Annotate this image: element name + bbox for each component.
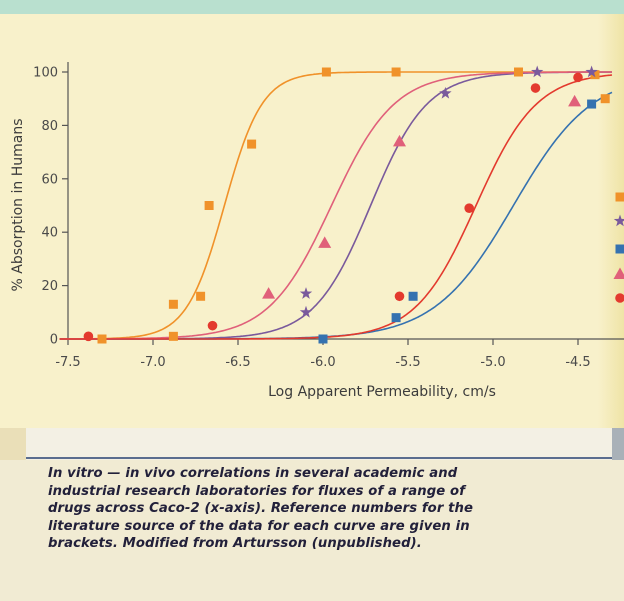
data-point: [168, 331, 178, 341]
data-point: [204, 201, 214, 210]
data-point: [600, 94, 610, 104]
data-point: [439, 86, 452, 99]
x-tick-label: -6.5: [225, 355, 250, 370]
y-tick-label: 0: [50, 333, 58, 348]
data-point: [262, 287, 276, 299]
data-point: [299, 287, 313, 299]
caption-line: In vitro — in vivo correlations in sever…: [48, 466, 458, 481]
data-point: [530, 83, 541, 93]
data-markers: [83, 65, 610, 344]
data-point: [590, 70, 600, 80]
separator-edge: [612, 428, 624, 460]
data-point: [97, 334, 107, 344]
data-point: [464, 203, 475, 213]
fit-curve: [59, 74, 613, 340]
x-tick-label: -5.5: [395, 355, 420, 370]
data-point: [587, 99, 597, 109]
x-tick-label: -5.0: [480, 355, 505, 370]
data-point: [391, 313, 401, 323]
data-point: [196, 291, 206, 301]
data-point: [585, 65, 598, 78]
data-point: [318, 236, 332, 248]
legend-marker: [615, 192, 624, 202]
data-point: [568, 94, 582, 107]
data-point: [321, 67, 331, 77]
data-point: [393, 134, 406, 147]
legend-marker: [615, 244, 624, 254]
chart-panel: [0, 14, 624, 428]
y-axis-title: % Absorption in Humans: [10, 119, 26, 292]
data-point: [514, 67, 523, 77]
data-point: [573, 72, 583, 83]
data-point: [391, 67, 401, 77]
x-tick-label: -7.5: [55, 355, 80, 370]
chart-axes: -7.5 -7.0 -6.5 -6.0 -5.5 -5.0 -4.5 0 20 40 60 80 100: [33, 62, 624, 370]
x-tick-label: -7.0: [140, 355, 165, 370]
data-point: [207, 320, 218, 331]
legend-marker: [615, 293, 624, 303]
y-tick-label: 80: [41, 119, 58, 134]
separator-line: [26, 457, 624, 459]
fit-curve: [59, 91, 613, 340]
fit-curves: [59, 71, 613, 340]
x-tick-label: -4.5: [565, 355, 590, 370]
caption-line: literature source of the data for each c…: [48, 518, 470, 534]
x-axis-title: Log Apparent Permeability, cm/s: [268, 384, 496, 400]
y-tick-label: 100: [33, 66, 58, 81]
legend-markers: [613, 192, 624, 303]
figure-caption: In vitro — in vivo correlations in sever…: [48, 465, 624, 553]
caption-line: brackets. Modified from Artursson (unpub…: [48, 536, 422, 551]
data-point: [83, 331, 94, 342]
absorption-chart: -7.5 -7.0 -6.5 -6.0 -5.5 -5.0 -4.5 0 20 40 60 80 100…: [10, 62, 624, 400]
caption-line: industrial research laboratories for flu…: [48, 483, 466, 499]
x-tick-label: -6.0: [310, 355, 335, 370]
data-point: [318, 334, 328, 344]
top-color-strip: [0, 0, 624, 14]
data-point: [408, 291, 418, 301]
data-point: [394, 291, 405, 302]
data-point: [299, 305, 313, 318]
separator-band: [0, 428, 624, 460]
data-point: [168, 299, 178, 309]
y-tick-label: 40: [41, 226, 58, 241]
caption-line: drugs across Caco-2 (x-axis). Reference …: [48, 501, 474, 516]
data-point: [531, 65, 544, 78]
y-tick-label: 20: [41, 279, 58, 294]
y-tick-label: 60: [41, 172, 58, 187]
legend-marker: [613, 267, 624, 279]
data-point: [247, 139, 257, 149]
legend-marker: [613, 214, 624, 227]
